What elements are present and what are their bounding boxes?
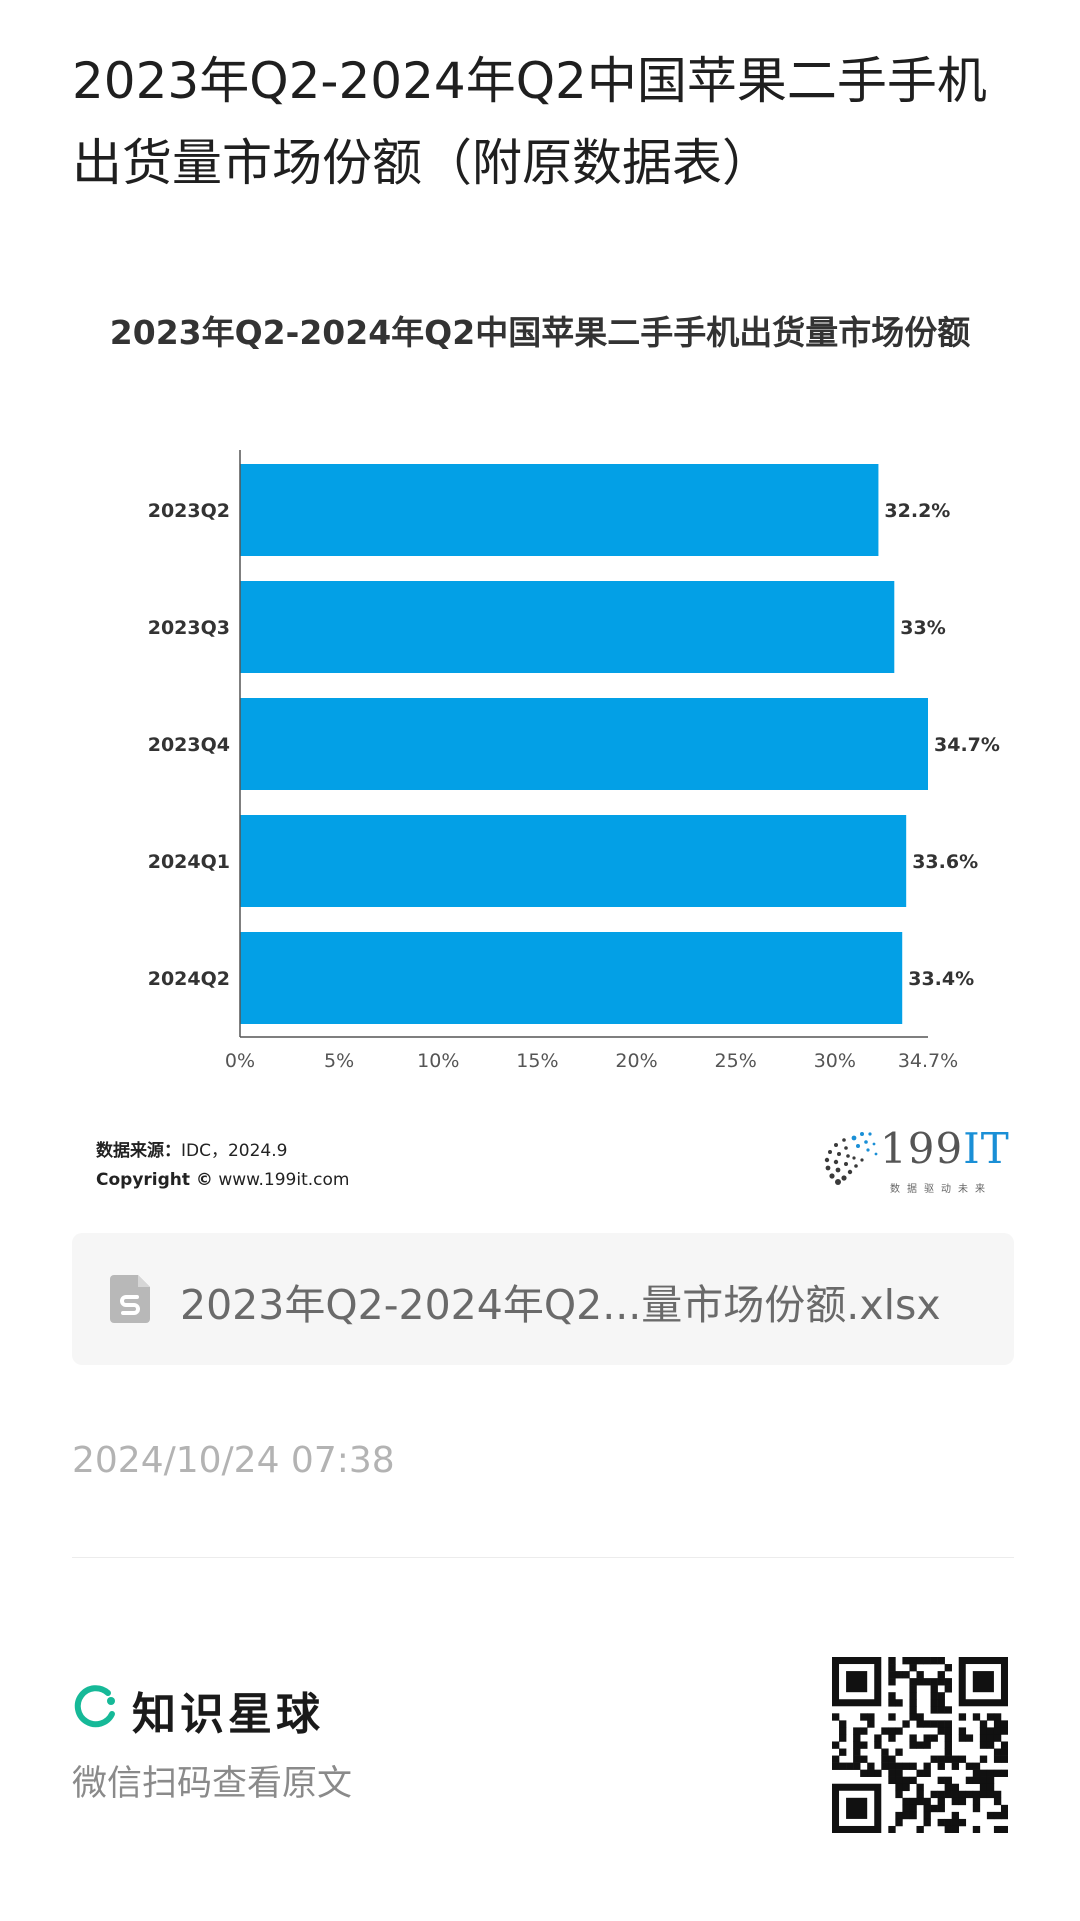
copyright-site: www.199it.com [218,1170,350,1190]
category-label-2023Q2: 2023Q2 [148,500,230,522]
planet-ring-logo-icon [74,1685,115,1728]
brand-name: 知识星球 [132,1689,324,1740]
x-tick-label: 5% [324,1050,354,1072]
source-value: IDC，2024.9 [181,1141,288,1161]
copyright-label: Copyright © [96,1170,213,1190]
category-label-2023Q3: 2023Q3 [148,617,230,639]
x-tick-label: 25% [715,1050,757,1072]
chart-title: 2023年Q2-2024年Q2中国苹果二手手机出货量市场份额 [109,313,971,352]
bar-2023Q4 [240,698,928,790]
bar-2024Q2 [240,932,903,1024]
source-label: 数据来源： [96,1141,181,1161]
value-label-2024Q1: 33.6% [912,851,978,873]
logo-it: IT [963,1124,1010,1173]
logo-number: 199 [880,1124,964,1173]
page-title: 2023年Q2-2024年Q2中国苹果二手手机出货量市场份额（附原数据表） [72,52,987,192]
qr-code-icon[interactable] [832,1657,1008,1833]
bar-chart: 2023Q2 32.2% 2023Q3 33% 2023Q4 34.7% 2024Q1 33.… [148,450,1000,1072]
source-block: 数据来源：IDC，2024.9 Copyright © www.199it.co… [96,1137,349,1195]
file-name: 2023年Q2-2024年Q2...量市场份额.xlsx [180,1281,941,1329]
x-tick-label: 30% [814,1050,856,1072]
category-label-2024Q1: 2024Q1 [148,851,230,873]
category-label-2023Q4: 2023Q4 [148,734,230,756]
chart-card: 2023Q2 32.2% 2023Q3 33% 2023Q4 34.7% 2024Q1 33.… [72,280,1008,1210]
value-label-2024Q2: 33.4% [908,968,974,990]
logo-tagline: 数据驱动未来 [890,1184,992,1195]
logo-wordmark: 199IT [880,1124,1010,1173]
timestamp: 2024/10/24 07:38 [72,1440,395,1481]
value-label-2023Q4: 34.7% [934,734,1000,756]
x-tick-label: 15% [516,1050,558,1072]
value-label-2023Q3: 33% [900,617,945,639]
x-tick-label: 10% [417,1050,459,1072]
scan-hint: 微信扫码查看原文 [72,1764,353,1804]
bar-2024Q1 [240,815,907,907]
source-line: 数据来源：IDC，2024.9 [96,1137,349,1166]
copyright-line: Copyright © www.199it.com [96,1166,349,1195]
value-label-2023Q2: 32.2% [884,500,950,522]
file-attachment[interactable]: 2023年Q2-2024年Q2...量市场份额.xlsx [72,1233,1014,1365]
dot-burst-logo-icon [824,1132,878,1185]
x-tick-label: 0% [225,1050,255,1072]
category-label-2024Q2: 2024Q2 [148,968,230,990]
divider [72,1557,1014,1558]
x-tick-label: 34.7% [898,1050,958,1072]
bar-2023Q3 [240,581,895,673]
x-tick-label: 20% [615,1050,657,1072]
bar-2023Q2 [240,464,879,556]
spreadsheet-file-icon [110,1275,150,1323]
